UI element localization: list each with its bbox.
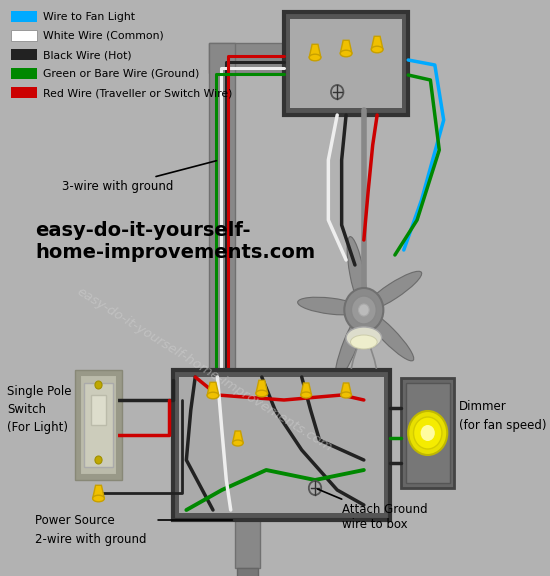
Text: White Wire (Common): White Wire (Common) xyxy=(42,31,163,41)
Circle shape xyxy=(351,296,376,324)
Bar xyxy=(80,375,117,475)
Polygon shape xyxy=(371,36,383,50)
Text: Dimmer
(for fan speed): Dimmer (for fan speed) xyxy=(459,400,546,431)
Bar xyxy=(284,12,408,115)
Text: Red Wire (Traveller or Switch Wire): Red Wire (Traveller or Switch Wire) xyxy=(42,88,232,98)
Circle shape xyxy=(414,417,442,449)
Bar xyxy=(401,378,454,488)
Ellipse shape xyxy=(298,297,364,315)
Text: Single Pole
Switch
(For Light): Single Pole Switch (For Light) xyxy=(7,385,72,434)
Ellipse shape xyxy=(347,237,367,310)
Bar xyxy=(10,49,37,60)
Ellipse shape xyxy=(341,392,351,398)
Polygon shape xyxy=(341,383,351,395)
Circle shape xyxy=(421,425,435,441)
Polygon shape xyxy=(233,431,243,443)
Bar xyxy=(10,68,37,79)
Text: Power Source
2-wire with ground: Power Source 2-wire with ground xyxy=(36,514,147,545)
Circle shape xyxy=(95,381,102,389)
Bar xyxy=(405,383,450,483)
Ellipse shape xyxy=(371,46,383,53)
Bar xyxy=(235,518,260,568)
Bar xyxy=(173,370,390,520)
Bar xyxy=(290,19,402,108)
Bar xyxy=(237,568,258,576)
Polygon shape xyxy=(207,382,219,396)
Bar xyxy=(10,30,37,41)
Circle shape xyxy=(344,288,383,332)
Circle shape xyxy=(95,456,102,464)
Ellipse shape xyxy=(233,440,243,446)
Ellipse shape xyxy=(336,310,365,378)
Ellipse shape xyxy=(256,390,268,397)
Ellipse shape xyxy=(301,392,311,398)
Text: easy-do-it-yourself-home-improvements.com: easy-do-it-yourself-home-improvements.co… xyxy=(74,285,334,454)
Polygon shape xyxy=(340,40,352,54)
Bar xyxy=(91,395,107,425)
Circle shape xyxy=(359,304,369,316)
Bar xyxy=(208,43,284,73)
Ellipse shape xyxy=(346,327,382,349)
Ellipse shape xyxy=(350,335,377,349)
Ellipse shape xyxy=(92,495,104,502)
Text: Black Wire (Hot): Black Wire (Hot) xyxy=(42,50,131,60)
Bar xyxy=(75,370,122,480)
Text: Attach Ground
wire to box: Attach Ground wire to box xyxy=(317,489,427,531)
Ellipse shape xyxy=(364,271,422,311)
Polygon shape xyxy=(256,380,268,393)
Bar xyxy=(208,43,235,380)
Text: easy-do-it-yourself-: easy-do-it-yourself- xyxy=(36,221,251,240)
Text: Wire to Fan Light: Wire to Fan Light xyxy=(42,12,135,22)
Circle shape xyxy=(408,411,447,455)
Bar xyxy=(84,383,113,467)
Text: home-improvements.com: home-improvements.com xyxy=(36,242,316,262)
Ellipse shape xyxy=(309,54,321,61)
Ellipse shape xyxy=(364,309,414,361)
Text: Green or Bare Wire (Ground): Green or Bare Wire (Ground) xyxy=(42,69,199,79)
Polygon shape xyxy=(92,486,104,498)
Polygon shape xyxy=(309,44,321,58)
Ellipse shape xyxy=(207,392,219,399)
Bar xyxy=(10,87,37,98)
Polygon shape xyxy=(301,383,311,395)
Bar xyxy=(10,11,37,22)
Text: 3-wire with ground: 3-wire with ground xyxy=(62,161,217,193)
Bar xyxy=(179,377,384,513)
Ellipse shape xyxy=(340,50,352,57)
